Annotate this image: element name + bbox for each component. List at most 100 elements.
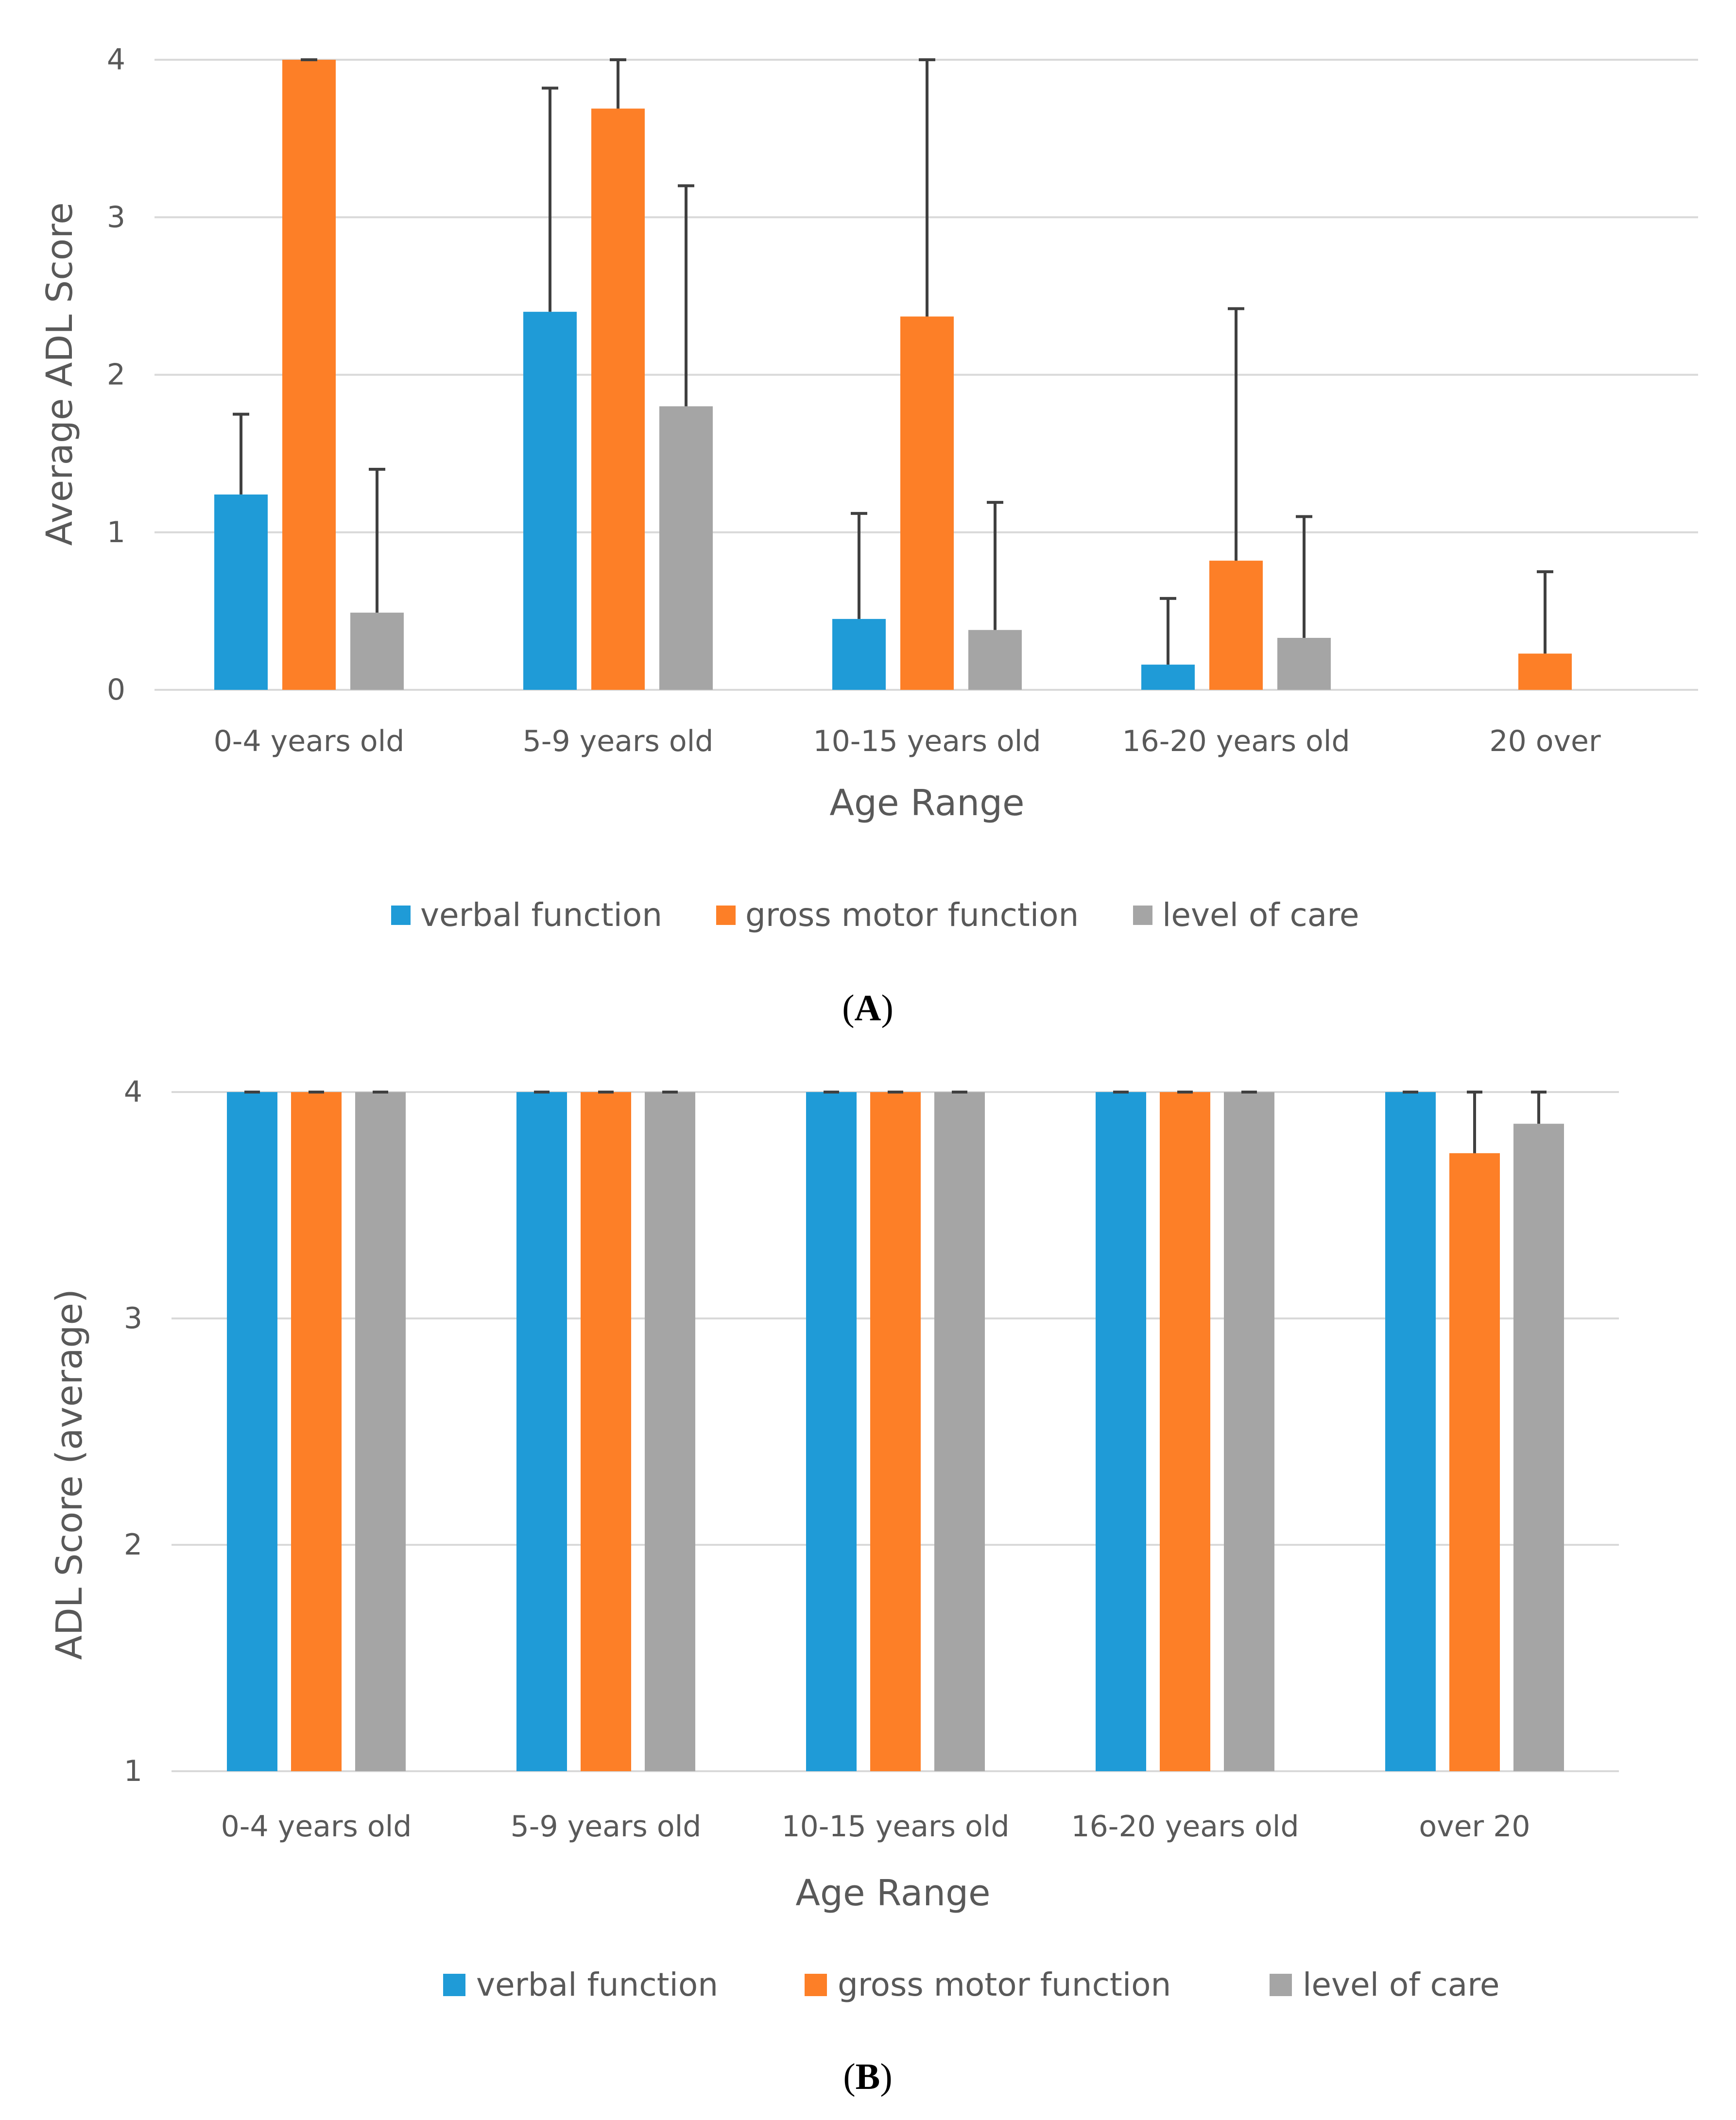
chart-b-bar-level-of-care-10-15-years-old bbox=[934, 1092, 985, 1771]
chart-b: 1 2 3 4 0-4 years old 5-9 years old 10-15 yea… bbox=[49, 1075, 1619, 2097]
chart-b-legend-label-level-of-care: level of care bbox=[1303, 1966, 1500, 2003]
chart-b-bar-gross-motor-function-16-20-years-old bbox=[1160, 1092, 1210, 1771]
chart-b-legend-item-verbal: verbal function bbox=[443, 1966, 718, 2003]
chart-a-y-tick-0: 0 bbox=[107, 673, 125, 707]
chart-b-y-axis-title: ADL Score (average) bbox=[49, 1289, 90, 1660]
chart-a-error-verbal-function-16-20-years-old bbox=[1160, 597, 1176, 665]
chart-b-x-tick-10-15-years-old: 10-15 years old bbox=[781, 1810, 1009, 1844]
chart-a-error-verbal-function-5-9-years-old bbox=[542, 86, 558, 312]
chart-b-legend-swatch-level-of-care bbox=[1270, 1974, 1292, 1996]
chart-b-bar-verbal-function-over-20 bbox=[1385, 1092, 1436, 1771]
chart-a-legend-item-gross-motor: gross motor function bbox=[716, 896, 1079, 934]
chart-a-error-bars bbox=[233, 58, 1553, 665]
chart-a-bar-gross-motor-function-20-over bbox=[1518, 653, 1572, 690]
chart-a-bar-level-of-care-10-15-years-old bbox=[968, 630, 1022, 690]
chart-b-y-tick-3: 3 bbox=[124, 1301, 142, 1335]
chart-a-error-verbal-function-0-4-years-old bbox=[233, 412, 249, 495]
chart-b-legend-label-gross-motor: gross motor function bbox=[838, 1966, 1171, 2003]
chart-a-bar-level-of-care-0-4-years-old bbox=[350, 613, 404, 690]
panel-a-letter: A bbox=[855, 988, 881, 1028]
chart-b-error-level-of-care-over-20 bbox=[1531, 1091, 1547, 1124]
chart-a-error-level-of-care-10-15-years-old bbox=[987, 501, 1003, 630]
chart-a-x-tick-16-20-years-old: 16-20 years old bbox=[1122, 724, 1350, 758]
chart-b-y-tick-2: 2 bbox=[124, 1528, 142, 1562]
chart-b-bar-verbal-function-10-15-years-old bbox=[806, 1092, 857, 1771]
chart-a-legend-swatch-gross-motor bbox=[716, 906, 736, 925]
chart-b-bar-gross-motor-function-5-9-years-old bbox=[581, 1092, 631, 1771]
chart-a-error-verbal-function-10-15-years-old bbox=[851, 512, 867, 619]
chart-b-y-tick-1: 1 bbox=[124, 1754, 142, 1788]
chart-a-y-tick-1: 1 bbox=[107, 515, 125, 549]
chart-a-error-gross-motor-function-10-15-years-old bbox=[919, 58, 935, 317]
chart-b-legend: verbal function gross motor function lev… bbox=[443, 1966, 1500, 2003]
panel-b-letter: B bbox=[856, 2056, 880, 2097]
chart-b-error-gross-motor-function-over-20 bbox=[1467, 1091, 1482, 1153]
chart-a-error-level-of-care-5-9-years-old bbox=[678, 184, 694, 407]
chart-b-bar-level-of-care-5-9-years-old bbox=[645, 1092, 695, 1771]
chart-a-error-level-of-care-0-4-years-old bbox=[369, 468, 385, 613]
chart-b-bar-verbal-function-0-4-years-old bbox=[227, 1092, 277, 1771]
chart-a-error-gross-motor-function-16-20-years-old bbox=[1228, 307, 1244, 561]
chart-b-bar-level-of-care-16-20-years-old bbox=[1224, 1092, 1274, 1771]
chart-b-bar-verbal-function-16-20-years-old bbox=[1096, 1092, 1146, 1771]
chart-a-legend-item-verbal: verbal function bbox=[391, 896, 662, 934]
chart-a: 0 1 2 3 4 0-4 years old 5-9 years old 10-15 ye… bbox=[39, 43, 1698, 1028]
chart-b-x-tick-0-4-years-old: 0-4 years old bbox=[221, 1810, 412, 1844]
chart-a-x-tick-20-over: 20 over bbox=[1489, 724, 1601, 758]
chart-a-x-tick-labels: 0-4 years old 5-9 years old 10-15 years ol… bbox=[214, 724, 1601, 758]
chart-a-error-level-of-care-16-20-years-old bbox=[1296, 515, 1312, 638]
chart-b-y-tick-4: 4 bbox=[124, 1075, 142, 1109]
chart-b-bar-level-of-care-0-4-years-old bbox=[355, 1092, 406, 1771]
chart-a-y-axis-title: Average ADL Score bbox=[39, 202, 81, 546]
chart-b-legend-label-verbal: verbal function bbox=[476, 1966, 718, 2003]
chart-b-bar-gross-motor-function-10-15-years-old bbox=[870, 1092, 921, 1771]
chart-b-x-tick-16-20-years-old: 16-20 years old bbox=[1071, 1810, 1299, 1844]
chart-a-legend-swatch-verbal bbox=[391, 906, 411, 925]
chart-a-legend-label-gross-motor: gross motor function bbox=[745, 896, 1079, 934]
chart-b-x-axis-title: Age Range bbox=[795, 1872, 990, 1914]
panel-label-b: (B) bbox=[843, 2056, 892, 2097]
chart-a-y-tick-2: 2 bbox=[107, 358, 125, 392]
chart-a-legend: verbal function gross motor function lev… bbox=[391, 896, 1359, 934]
chart-a-bar-verbal-function-5-9-years-old bbox=[523, 311, 577, 690]
chart-b-bars bbox=[227, 1092, 1564, 1771]
chart-a-legend-item-level-of-care: level of care bbox=[1133, 896, 1359, 934]
chart-a-bar-verbal-function-10-15-years-old bbox=[832, 619, 886, 690]
chart-a-legend-swatch-level-of-care bbox=[1133, 906, 1152, 925]
chart-b-bar-gross-motor-function-over-20 bbox=[1449, 1153, 1500, 1771]
chart-a-x-tick-0-4-years-old: 0-4 years old bbox=[214, 724, 405, 758]
chart-a-x-tick-10-15-years-old: 10-15 years old bbox=[813, 724, 1041, 758]
chart-b-x-tick-over-20: over 20 bbox=[1419, 1810, 1530, 1844]
chart-b-x-tick-labels: 0-4 years old 5-9 years old 10-15 years ol… bbox=[221, 1810, 1530, 1844]
chart-a-x-tick-5-9-years-old: 5-9 years old bbox=[523, 724, 714, 758]
chart-b-legend-swatch-verbal bbox=[443, 1974, 465, 1996]
chart-b-bar-gross-motor-function-0-4-years-old bbox=[291, 1092, 342, 1771]
chart-b-bar-verbal-function-5-9-years-old bbox=[516, 1092, 567, 1771]
chart-a-bar-level-of-care-5-9-years-old bbox=[659, 406, 713, 690]
chart-a-bar-verbal-function-16-20-years-old bbox=[1141, 665, 1195, 690]
chart-b-legend-swatch-gross-motor bbox=[805, 1974, 827, 1996]
chart-a-bar-gross-motor-function-16-20-years-old bbox=[1209, 561, 1263, 690]
chart-a-bar-level-of-care-16-20-years-old bbox=[1277, 637, 1331, 690]
chart-b-error-bars bbox=[244, 1091, 1547, 1153]
chart-a-y-tick-4: 4 bbox=[107, 43, 125, 77]
chart-b-legend-item-level-of-care: level of care bbox=[1270, 1966, 1500, 2003]
chart-b-y-tick-labels: 1 2 3 4 bbox=[124, 1075, 142, 1788]
chart-a-legend-label-verbal: verbal function bbox=[420, 896, 662, 934]
chart-a-x-axis-title: Age Range bbox=[829, 782, 1024, 824]
chart-b-x-tick-5-9-years-old: 5-9 years old bbox=[511, 1810, 702, 1844]
chart-a-bar-gross-motor-function-10-15-years-old bbox=[900, 316, 954, 690]
chart-b-legend-item-gross-motor: gross motor function bbox=[805, 1966, 1171, 2003]
chart-b-bar-level-of-care-over-20 bbox=[1513, 1124, 1564, 1771]
panel-label-a: (A) bbox=[842, 988, 894, 1028]
chart-a-bar-gross-motor-function-5-9-years-old bbox=[591, 108, 645, 690]
chart-a-legend-label-level-of-care: level of care bbox=[1162, 896, 1359, 934]
chart-a-bars bbox=[214, 60, 1572, 690]
chart-a-bar-verbal-function-0-4-years-old bbox=[214, 494, 268, 690]
chart-a-y-tick-3: 3 bbox=[107, 200, 125, 234]
chart-a-y-tick-labels: 0 1 2 3 4 bbox=[107, 43, 125, 707]
chart-a-bar-gross-motor-function-0-4-years-old bbox=[282, 60, 336, 690]
chart-a-error-gross-motor-function-20-over bbox=[1537, 570, 1553, 654]
chart-a-error-gross-motor-function-5-9-years-old bbox=[610, 58, 626, 109]
